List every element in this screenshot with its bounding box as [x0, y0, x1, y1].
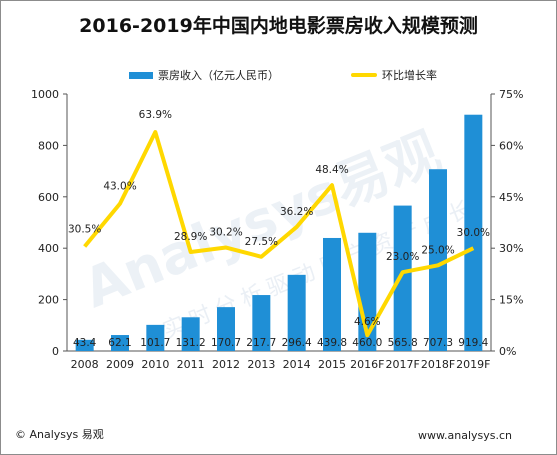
- line-value-label: 63.9%: [139, 109, 172, 121]
- x-tick-label: 2019F: [456, 358, 490, 371]
- x-tick-label: 2010: [141, 358, 169, 371]
- footer-url[interactable]: www.analysys.cn: [418, 429, 512, 442]
- bar-value-label: 460.0: [352, 337, 382, 349]
- bar-value-label: 919.4: [458, 337, 488, 349]
- line-value-label: 28.9%: [174, 231, 207, 243]
- right-tick-label: 75%: [499, 88, 523, 101]
- legend-item-growth: 环比增长率: [351, 67, 437, 83]
- right-tick-label: 45%: [499, 191, 523, 204]
- legend-bar-swatch: [129, 71, 153, 79]
- bar-value-label: 101.7: [140, 337, 170, 349]
- bar-value-label: 217.7: [246, 337, 276, 349]
- x-tick-label: 2013: [247, 358, 275, 371]
- line-value-label: 27.5%: [245, 236, 278, 248]
- x-tick-label: 2008: [71, 358, 99, 371]
- right-tick-label: 15%: [499, 294, 523, 307]
- chart-legend: 票房收入（亿元人民币） 环比增长率: [1, 67, 556, 87]
- left-tick-label: 200: [38, 294, 59, 307]
- bar-value-label: 170.7: [211, 337, 241, 349]
- bar-value-label: 565.8: [388, 337, 418, 349]
- legend-item-revenue: 票房收入（亿元人民币）: [129, 67, 279, 83]
- line-value-label: 30.0%: [457, 227, 490, 239]
- growth-line: [83, 130, 475, 338]
- bar-revenue: [111, 335, 129, 351]
- left-tick-label: 0: [52, 345, 59, 358]
- legend-line-swatch: [351, 73, 377, 77]
- line-value-label: 30.2%: [209, 227, 242, 239]
- bar-revenue: [287, 274, 306, 351]
- bar-value-label: 62.1: [108, 337, 131, 349]
- bar-revenue: [393, 205, 412, 351]
- bar-revenue: [217, 307, 235, 351]
- left-tick-label: 800: [38, 139, 59, 152]
- right-tick-label: 0%: [499, 345, 516, 358]
- bar-revenue: [464, 114, 483, 351]
- legend-revenue-label: 票房收入（亿元人民币）: [158, 69, 279, 82]
- bar-value-label: 131.2: [176, 337, 206, 349]
- line-value-label: 25.0%: [421, 244, 454, 256]
- chart-title: 2016-2019年中国内地电影票房收入规模预测: [79, 15, 478, 37]
- bar-revenue: [181, 317, 200, 351]
- x-tick-label: 2009: [106, 358, 134, 371]
- line-value-label: 36.2%: [280, 206, 313, 218]
- line-value-label: 30.5%: [68, 223, 101, 235]
- bar-value-label: 439.8: [317, 337, 347, 349]
- bar-value-label: 43.4: [73, 337, 97, 349]
- x-tick-label: 2016F: [350, 358, 384, 371]
- line-value-label: 23.0%: [386, 251, 419, 263]
- left-tick-label: 1000: [31, 88, 59, 101]
- legend-growth-label: 环比增长率: [382, 69, 437, 82]
- x-tick-label: 2015: [318, 358, 346, 371]
- bar-revenue: [429, 169, 447, 351]
- line-value-label: 43.0%: [103, 181, 136, 193]
- line-value-label: 48.4%: [315, 164, 348, 176]
- x-tick-label: 2011: [177, 358, 205, 371]
- left-tick-label: 400: [38, 242, 59, 255]
- right-tick-label: 30%: [499, 242, 523, 255]
- bar-revenue: [146, 324, 165, 351]
- x-tick-label: 2017F: [386, 358, 420, 371]
- footer-copyright: © Analysys 易观: [15, 428, 104, 441]
- bar-revenue: [75, 339, 94, 351]
- bar-revenue: [323, 237, 341, 351]
- x-tick-label: 2018F: [421, 358, 455, 371]
- line-value-label: 4.6%: [354, 316, 381, 328]
- bar-value-label: 296.4: [282, 337, 312, 349]
- bar-revenue: [252, 295, 271, 351]
- right-tick-label: 60%: [499, 139, 523, 152]
- bar-value-label: 707.3: [423, 337, 453, 349]
- x-tick-label: 2012: [212, 358, 240, 371]
- x-tick-label: 2014: [283, 358, 311, 371]
- left-tick-label: 600: [38, 191, 59, 204]
